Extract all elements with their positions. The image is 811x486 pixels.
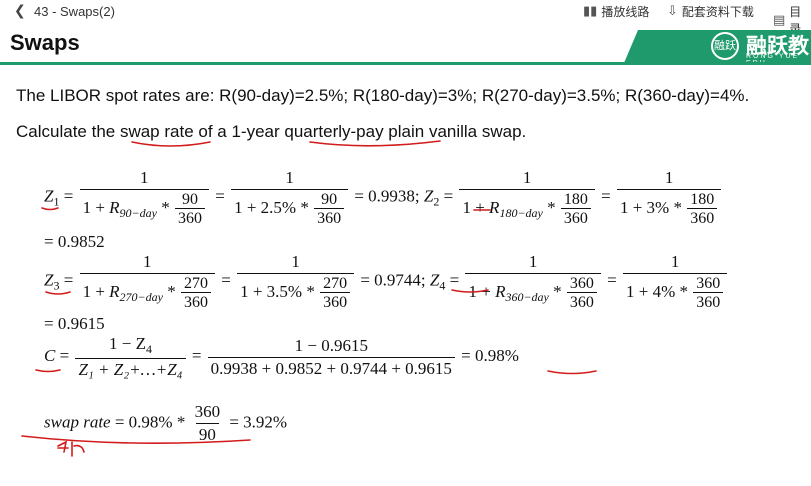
slide-header: Swaps 融跃 融跃教 RONG YUE EDU xyxy=(0,30,811,65)
signal-bars-icon: ▮▮ xyxy=(583,4,598,19)
top-toolbar: ❮ 43 - Swaps(2) ▮▮ 播放线路 ⇩ 配套资料下载 ▤ 目录 xyxy=(0,0,811,36)
z2-value: = 0.9852 xyxy=(44,232,105,251)
breadcrumb: 43 - Swaps(2) xyxy=(34,4,115,19)
underline-swap-rate xyxy=(131,141,211,147)
z4-value: = 0.9615 xyxy=(44,314,105,333)
download-icon: ⇩ xyxy=(667,4,678,19)
question-text: Calculate the swap rate of a 1-year quar… xyxy=(16,122,527,141)
list-icon: ▤ xyxy=(773,12,786,28)
download-button[interactable]: ⇩ 配套资料下载 xyxy=(667,3,754,20)
brand-logo: 融跃 xyxy=(711,32,739,60)
equation-swap-rate: swap rate = 0.98% * 360 90 = 3.92% xyxy=(44,402,288,444)
c-result: 0.98% xyxy=(475,345,519,365)
route-label: 播放线路 xyxy=(601,5,650,19)
brand-name-en: RONG YUE EDU xyxy=(746,53,800,63)
underline-c-result xyxy=(547,370,597,375)
intro-text: The LIBOR spot rates are: R(90-day)=2.5%… xyxy=(16,86,750,105)
slide-title: Swaps xyxy=(10,30,80,55)
brand-banner: 融跃 融跃教 RONG YUE EDU xyxy=(624,30,811,63)
chevron-left-icon[interactable]: ❮ xyxy=(14,3,26,19)
route-button[interactable]: ▮▮ 播放线路 xyxy=(583,3,649,20)
brand-name: 融跃教 xyxy=(746,34,809,58)
equation-c: C = 1 − Z4 Z₁ + Z₂+…+Z₄ = 1 − 0.9615 0.993… xyxy=(44,334,519,379)
header-divider xyxy=(0,62,811,65)
download-label: 配套资料下载 xyxy=(681,5,754,19)
